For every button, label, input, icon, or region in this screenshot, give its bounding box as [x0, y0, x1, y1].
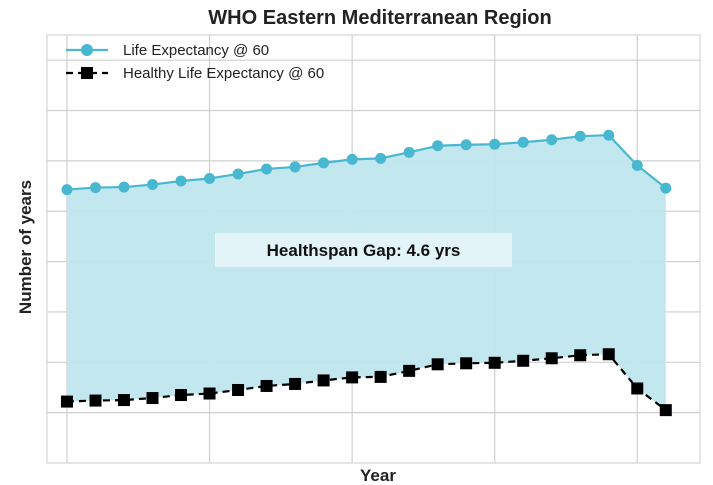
- legend-marker-life-expectancy: [81, 44, 93, 56]
- data-point-1-3: [146, 392, 159, 405]
- data-point-0-2: [118, 181, 130, 193]
- data-point-1-2: [117, 394, 130, 407]
- data-point-0-15: [489, 138, 501, 150]
- legend-label-life-expectancy: Life Expectancy @ 60: [123, 42, 269, 59]
- data-point-1-5: [203, 387, 216, 400]
- data-point-1-0: [60, 395, 73, 408]
- annotation-box: Healthspan Gap: 4.6 yrs: [215, 233, 512, 267]
- data-point-0-17: [546, 134, 558, 146]
- y-axis-label: Number of years: [16, 180, 35, 314]
- data-point-1-13: [431, 358, 444, 371]
- data-point-1-14: [460, 357, 473, 370]
- data-point-0-1: [89, 182, 101, 194]
- data-point-1-19: [602, 348, 615, 361]
- data-point-0-0: [61, 184, 73, 196]
- legend-label-healthy-life-expectancy: Healthy Life Expectancy @ 60: [123, 65, 324, 82]
- annotation-background: [215, 233, 512, 267]
- data-point-1-7: [260, 379, 273, 392]
- annotation-text: Healthspan Gap: 4.6 yrs: [267, 241, 461, 260]
- data-point-1-16: [517, 354, 530, 367]
- data-point-1-21: [659, 404, 672, 417]
- data-point-0-20: [631, 159, 643, 171]
- data-point-0-16: [517, 136, 529, 148]
- data-point-0-5: [204, 173, 216, 185]
- plot-frame: [46, 34, 701, 464]
- data-point-1-6: [232, 383, 245, 396]
- data-point-0-6: [232, 168, 244, 180]
- data-point-0-12: [403, 146, 415, 158]
- data-point-1-15: [488, 356, 501, 369]
- legend-marker-healthy-life-expectancy: [81, 67, 93, 79]
- data-point-1-8: [289, 377, 302, 390]
- data-point-0-13: [432, 140, 444, 152]
- data-point-0-10: [346, 153, 358, 165]
- data-point-0-7: [261, 163, 273, 175]
- data-point-0-3: [147, 179, 159, 191]
- x-axis-label: Year: [360, 466, 396, 485]
- data-point-1-18: [574, 349, 587, 362]
- data-point-1-1: [89, 394, 102, 407]
- chart-title: WHO Eastern Mediterranean Region: [208, 7, 551, 29]
- data-point-1-17: [545, 352, 558, 365]
- legend: Life Expectancy @ 60 Healthy Life Expect…: [66, 42, 324, 82]
- data-point-0-21: [660, 182, 672, 194]
- data-point-1-12: [403, 364, 416, 377]
- healthspan-gap-fill: [66, 135, 666, 411]
- series-line-0: [66, 134, 667, 191]
- data-point-1-9: [317, 374, 330, 387]
- data-point-1-11: [374, 370, 387, 383]
- data-point-0-4: [175, 175, 187, 187]
- data-point-0-9: [318, 157, 330, 169]
- data-point-0-11: [375, 152, 387, 164]
- data-point-0-19: [603, 129, 615, 141]
- data-point-0-18: [574, 130, 586, 142]
- data-point-1-4: [175, 389, 188, 402]
- data-point-1-10: [346, 371, 359, 384]
- data-point-0-8: [289, 161, 301, 173]
- series-line-1: [66, 353, 667, 412]
- series-layer: [60, 129, 672, 417]
- data-point-1-20: [631, 382, 644, 395]
- data-point-0-14: [460, 139, 472, 151]
